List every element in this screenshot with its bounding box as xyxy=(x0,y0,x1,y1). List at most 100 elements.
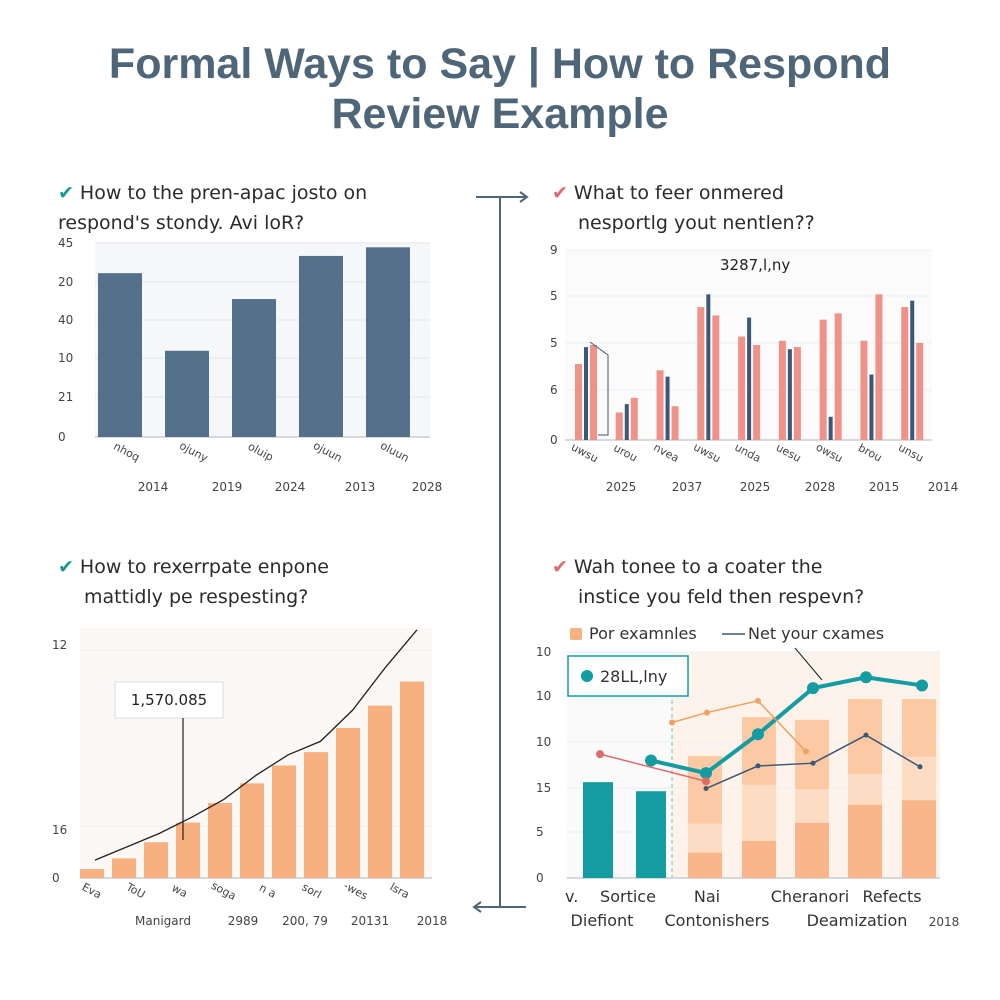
bar xyxy=(144,842,168,878)
bar xyxy=(819,319,827,440)
bar xyxy=(368,705,392,878)
bar-segment xyxy=(902,800,936,878)
panel2-title-line1: What to feer onmered xyxy=(573,182,784,204)
x-tick-label: Cheranori xyxy=(771,887,850,906)
x-tick-label: 2989 xyxy=(228,914,259,928)
bar xyxy=(630,397,638,440)
category-label: uesu xyxy=(774,441,803,465)
series-point xyxy=(702,777,710,786)
chart4: 10 10 10 15 5 0 Por examnles Net your cxames 28L… xyxy=(536,624,959,930)
category-label: unda xyxy=(732,441,763,465)
y-tick-label: 0 xyxy=(52,871,60,885)
panel4-title-line1: Wah tonee to a coater the xyxy=(573,556,823,578)
bar xyxy=(366,247,410,437)
trend-line xyxy=(94,629,418,861)
x-tick-label: 2018 xyxy=(417,914,448,928)
bar xyxy=(860,340,868,440)
bar xyxy=(590,345,597,440)
bar xyxy=(304,752,328,878)
annotation-bracket xyxy=(589,341,609,436)
x-tick-label: Sortice xyxy=(600,887,656,906)
y-tick-label: 15 xyxy=(536,781,551,795)
y-tick-label: 0 xyxy=(536,871,544,885)
y-tick-label: 0 xyxy=(550,433,558,447)
bar xyxy=(901,307,909,440)
x-tick-label: 2015 xyxy=(869,480,900,494)
panel2-title-line2: nesportlg yout nentlen?? xyxy=(578,212,815,234)
page-title-line1: Formal Ways to Say | How to Respond xyxy=(108,40,892,88)
panel2-title: ✔ What to feer onmered nesportlg yout nen… xyxy=(552,178,815,238)
bar-segment xyxy=(795,719,829,790)
check-icon: ✔ xyxy=(58,182,74,204)
bar xyxy=(208,803,232,878)
series-point xyxy=(669,719,675,726)
series-point xyxy=(700,767,712,780)
panel3-title: ✔ How to rexerrpate enpone mattidly pe re… xyxy=(58,552,329,612)
annotation-box xyxy=(114,681,224,719)
x-tick-label: 2013 xyxy=(345,480,376,494)
bar xyxy=(910,300,915,440)
bar xyxy=(869,374,874,440)
category-label: brou xyxy=(856,441,884,464)
bar xyxy=(584,347,588,440)
bar xyxy=(98,273,142,437)
y-tick-label: 20 xyxy=(58,275,73,289)
x-tick-label: Deamization xyxy=(807,911,908,930)
bar xyxy=(615,412,623,440)
y-tick-label: 16 xyxy=(52,823,67,837)
bar xyxy=(671,406,679,440)
category-label: n a xyxy=(257,881,278,901)
bar xyxy=(778,340,786,440)
annotation-label: 1,570.085 xyxy=(131,691,207,709)
page-title-line2: Review Example xyxy=(331,90,669,138)
bar xyxy=(697,307,705,440)
bar xyxy=(575,364,582,440)
legend-swatch xyxy=(570,628,582,640)
series-point xyxy=(755,763,761,769)
x-tick-label: Nai xyxy=(694,887,720,906)
bar xyxy=(747,317,752,440)
y-tick-label: 5 xyxy=(536,825,544,839)
x-tick-label: Refects xyxy=(862,887,921,906)
callout-label: 28LL,lny xyxy=(600,667,667,686)
y-tick-label: 12 xyxy=(52,638,67,652)
x-tick-label: 2025 xyxy=(740,480,771,494)
series-point xyxy=(863,732,869,738)
bar-segment xyxy=(795,822,829,878)
category-label: oluun xyxy=(378,439,411,465)
category-label: owsu xyxy=(814,440,845,465)
bar xyxy=(112,858,136,878)
chart2: 9 5 5 6 0 3287,l,ny uwsu urou nvea uwsu unda uesu ow… xyxy=(550,243,958,494)
panel1-title-line2: respond's stondy. Avi loR? xyxy=(58,212,305,234)
series-point xyxy=(645,754,657,767)
bar-segment xyxy=(688,823,722,853)
category-label: Eva xyxy=(80,880,104,901)
x-tick-label: 2014 xyxy=(928,480,959,494)
y-tick-label: 10 xyxy=(536,689,551,703)
check-icon: ✔ xyxy=(552,556,568,578)
x-tick-label: 2024 xyxy=(275,480,306,494)
legend-label: Net your cxames xyxy=(748,624,884,643)
category-label: -wes xyxy=(341,879,370,903)
x-tick-label: 2014 xyxy=(138,480,169,494)
panel3-title-line2: mattidly pe respesting? xyxy=(84,586,309,608)
category-label: wa xyxy=(170,881,190,900)
series-point xyxy=(807,682,819,695)
series-line xyxy=(671,699,807,752)
x-tick-label: 2018 xyxy=(929,915,960,929)
legend-label: Por examnles xyxy=(589,624,697,643)
series-point xyxy=(810,760,816,766)
series-point xyxy=(755,697,761,704)
chart3: 12 16 0 1,570.085 Eva ToU wa soga n a sorl -wes lsr… xyxy=(52,628,447,928)
callout-dot xyxy=(581,670,593,682)
bar xyxy=(165,350,209,437)
check-icon: ✔ xyxy=(58,556,74,578)
bar xyxy=(738,336,746,440)
series-line xyxy=(650,675,923,776)
bar xyxy=(656,370,664,440)
x-tick-label: 2037 xyxy=(672,480,703,494)
panel4-title: ✔ Wah tonee to a coater the instice you f… xyxy=(552,552,864,612)
bar xyxy=(828,416,833,440)
x-tick-label: Manigard xyxy=(135,914,191,928)
category-label: nhoq xyxy=(111,440,142,464)
